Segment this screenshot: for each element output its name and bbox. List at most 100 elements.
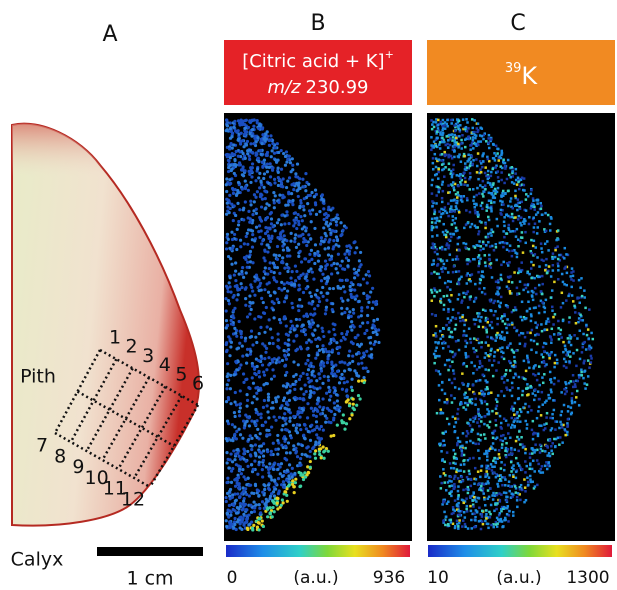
pixel bbox=[251, 213, 254, 216]
pixel bbox=[451, 361, 454, 364]
pixel bbox=[358, 259, 361, 262]
pixel bbox=[477, 233, 480, 236]
pixel bbox=[299, 274, 302, 277]
pixel bbox=[431, 218, 434, 221]
pixel bbox=[367, 301, 370, 304]
pixel bbox=[294, 429, 297, 432]
pixel bbox=[435, 202, 438, 205]
pixel bbox=[274, 396, 277, 399]
pixel bbox=[278, 194, 281, 197]
pixel bbox=[541, 330, 544, 333]
pixel bbox=[474, 209, 477, 212]
pixel bbox=[270, 377, 273, 380]
pixel bbox=[271, 465, 274, 468]
pixel bbox=[514, 216, 517, 219]
pixel bbox=[524, 490, 527, 493]
pixel bbox=[316, 353, 319, 356]
pixel bbox=[514, 172, 517, 175]
pixel bbox=[277, 184, 280, 187]
pixel bbox=[540, 414, 543, 417]
pixel bbox=[465, 353, 468, 356]
pixel bbox=[442, 190, 445, 193]
pixel bbox=[269, 294, 272, 297]
pixel bbox=[237, 220, 240, 223]
pixel bbox=[444, 144, 447, 147]
pixel bbox=[547, 394, 550, 397]
pixel bbox=[535, 326, 538, 329]
pixel bbox=[484, 368, 487, 371]
pixel bbox=[353, 276, 356, 279]
pixel bbox=[447, 139, 450, 142]
pixel bbox=[505, 304, 508, 307]
pixel bbox=[285, 160, 288, 163]
pixel bbox=[454, 417, 457, 420]
pixel bbox=[268, 267, 271, 270]
pixel bbox=[441, 163, 444, 166]
pixel bbox=[459, 402, 462, 405]
pixel bbox=[447, 247, 450, 250]
pixel bbox=[486, 386, 489, 389]
pixel bbox=[262, 442, 265, 445]
pixel bbox=[321, 382, 324, 385]
pixel bbox=[368, 274, 371, 277]
pixel bbox=[273, 201, 276, 204]
pixel bbox=[460, 448, 463, 451]
pixel bbox=[345, 226, 348, 229]
pixel bbox=[487, 181, 490, 184]
pixel bbox=[532, 245, 535, 248]
pixel bbox=[257, 176, 260, 179]
pixel bbox=[239, 433, 242, 436]
pixel bbox=[279, 235, 282, 238]
pixel bbox=[581, 295, 584, 298]
pixel bbox=[248, 305, 251, 308]
pixel bbox=[265, 498, 268, 501]
pixel bbox=[299, 199, 302, 202]
pixel bbox=[469, 295, 472, 298]
pixel bbox=[496, 191, 499, 194]
pixel bbox=[510, 408, 512, 411]
pixel bbox=[285, 150, 288, 153]
pixel bbox=[491, 168, 494, 171]
pixel bbox=[494, 351, 497, 354]
pixel bbox=[588, 366, 591, 369]
pixel bbox=[473, 512, 476, 515]
pixel bbox=[539, 444, 542, 447]
pixel bbox=[471, 398, 474, 401]
pixel bbox=[253, 395, 256, 398]
pixel bbox=[470, 430, 473, 433]
pixel bbox=[437, 258, 440, 261]
pixel bbox=[270, 222, 273, 225]
pixel bbox=[308, 209, 311, 212]
pixel bbox=[519, 408, 522, 411]
mz-value: 230.99 bbox=[306, 77, 369, 98]
pixel bbox=[242, 420, 245, 423]
pixel bbox=[433, 126, 436, 129]
pixel bbox=[540, 424, 543, 427]
pixel bbox=[297, 223, 300, 226]
pixel bbox=[229, 164, 232, 167]
pixel bbox=[439, 373, 442, 376]
pixel bbox=[287, 338, 290, 341]
pixel bbox=[333, 401, 336, 404]
pixel bbox=[308, 260, 311, 263]
pixel bbox=[358, 300, 361, 303]
pixel bbox=[228, 354, 231, 357]
pixel bbox=[276, 221, 279, 224]
pixel bbox=[348, 417, 351, 420]
pixel bbox=[464, 447, 467, 450]
pixel bbox=[448, 154, 451, 157]
pixel bbox=[370, 347, 373, 350]
colorbar-min: 0 bbox=[227, 568, 238, 588]
pixel bbox=[465, 126, 468, 128]
pixel bbox=[554, 445, 557, 448]
pixel bbox=[479, 476, 482, 479]
pixel bbox=[248, 158, 251, 161]
pixel bbox=[227, 379, 230, 382]
pixel bbox=[337, 253, 340, 256]
pixel bbox=[541, 465, 544, 468]
pixel bbox=[512, 220, 515, 223]
pixel bbox=[276, 236, 279, 239]
pixel bbox=[298, 318, 301, 321]
pixel bbox=[293, 388, 296, 391]
pixel bbox=[532, 392, 535, 395]
